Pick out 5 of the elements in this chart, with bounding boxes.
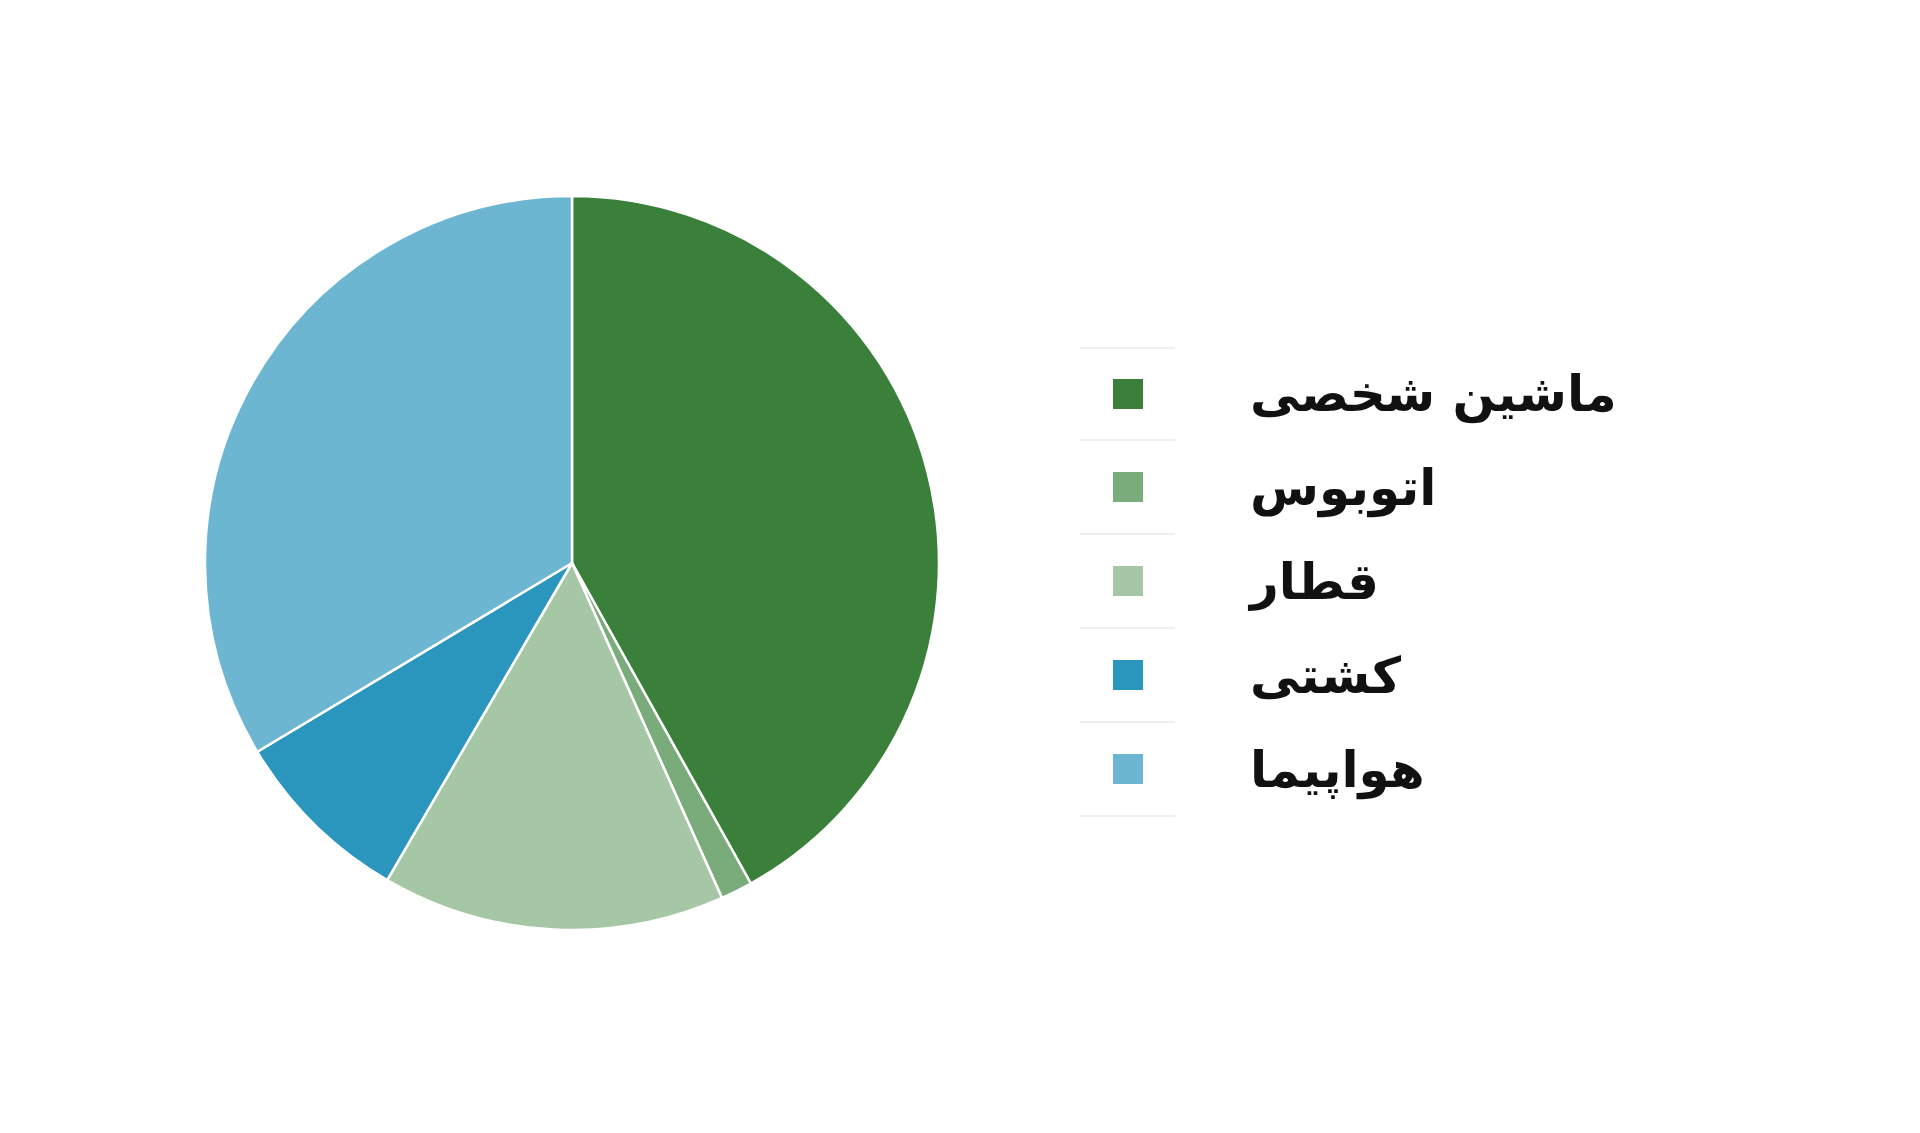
legend-label: ماشین شخصی bbox=[1250, 365, 1617, 423]
legend-label: اتوبوس bbox=[1250, 459, 1437, 517]
legend-label: هواپیما bbox=[1250, 741, 1425, 799]
legend-label: قطار bbox=[1250, 553, 1380, 611]
legend-label: کشتی bbox=[1250, 647, 1401, 705]
